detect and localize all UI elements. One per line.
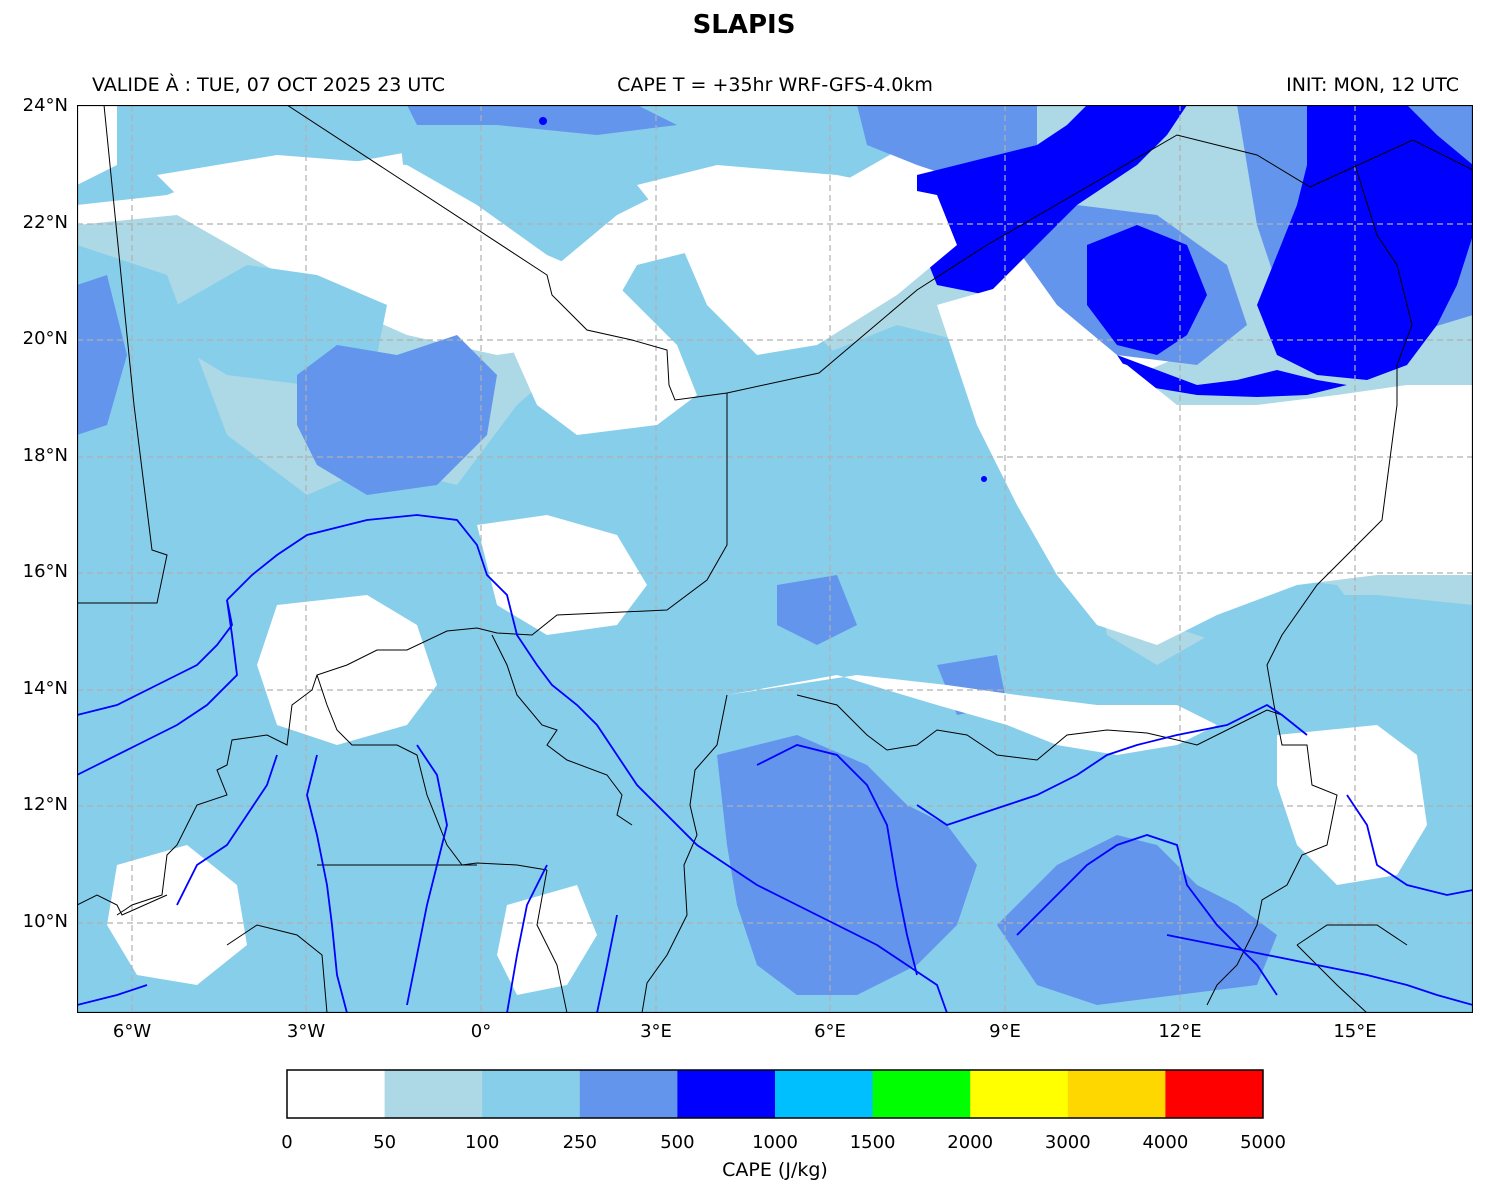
init-time-label: INIT: MON, 12 UTC xyxy=(1286,74,1459,96)
rivers xyxy=(77,514,1473,1013)
lon-label-15e: 15°E xyxy=(1333,1021,1377,1042)
colorbar-swatch-0 xyxy=(287,1070,386,1118)
colorbar-swatch-6 xyxy=(872,1070,971,1118)
colorbar-swatch-9 xyxy=(1165,1070,1264,1118)
map-title: SLAPIS xyxy=(692,10,796,40)
colorbar-swatch-8 xyxy=(1067,1070,1166,1118)
cape-field-0-50 xyxy=(77,105,1473,995)
lat-label-20n: 20°N xyxy=(22,328,68,349)
colorbar-swatch-5 xyxy=(775,1070,874,1118)
graticule xyxy=(77,105,1473,1013)
colorbar-swatch-1 xyxy=(384,1070,483,1118)
country-borders xyxy=(77,105,1473,1013)
colorbar-tick-label: 5000 xyxy=(1240,1132,1286,1153)
lat-label-14n: 14°N xyxy=(22,678,68,699)
colorbar-swatch-3 xyxy=(579,1070,678,1118)
lat-label-18n: 18°N xyxy=(22,445,68,466)
model-run-label: CAPE T = +35hr WRF-GFS-4.0km xyxy=(617,74,933,96)
colorbar-tick-label: 0 xyxy=(281,1132,293,1153)
lon-label-6e: 6°E xyxy=(814,1021,846,1042)
lat-label-16n: 16°N xyxy=(22,561,68,582)
colorbar-tick-label: 2000 xyxy=(947,1132,994,1153)
colorbar-tick-label: 100 xyxy=(465,1132,500,1153)
colorbar-swatch-7 xyxy=(970,1070,1069,1118)
lon-label-12e: 12°E xyxy=(1158,1021,1202,1042)
colorbar-tick-label: 1500 xyxy=(849,1132,896,1153)
colorbar-tick-label: 4000 xyxy=(1142,1132,1189,1153)
colorbar-tick-label: 500 xyxy=(660,1132,695,1153)
colorbar-swatch-4 xyxy=(677,1070,776,1118)
lat-label-22n: 22°N xyxy=(22,212,68,233)
colorbar-tick-label: 3000 xyxy=(1044,1132,1091,1153)
colorbar-swatch-2 xyxy=(482,1070,581,1118)
lon-label-6w: 6°W xyxy=(112,1021,152,1042)
lat-label-24n: 24°N xyxy=(22,95,68,116)
colorbar-tick-label: 250 xyxy=(562,1132,597,1153)
colorbar-tick-label: 50 xyxy=(373,1132,397,1153)
cape-colorbar xyxy=(286,1069,1264,1119)
lon-label-9e: 9°E xyxy=(989,1021,1021,1042)
colorbar-tick-label: 1000 xyxy=(752,1132,798,1153)
valid-time-label: VALIDE À : TUE, 07 OCT 2025 23 UTC xyxy=(92,74,446,96)
lon-label-3w: 3°W xyxy=(286,1021,326,1042)
lon-label-0: 0° xyxy=(470,1021,492,1042)
cape-field-500-1000 xyxy=(539,105,1473,482)
lat-label-12n: 12°N xyxy=(22,794,68,815)
cape-map xyxy=(77,105,1473,1013)
lat-label-10n: 10°N xyxy=(22,911,68,932)
colorbar-label: CAPE (J/kg) xyxy=(722,1159,828,1181)
lon-label-3e: 3°E xyxy=(640,1021,672,1042)
